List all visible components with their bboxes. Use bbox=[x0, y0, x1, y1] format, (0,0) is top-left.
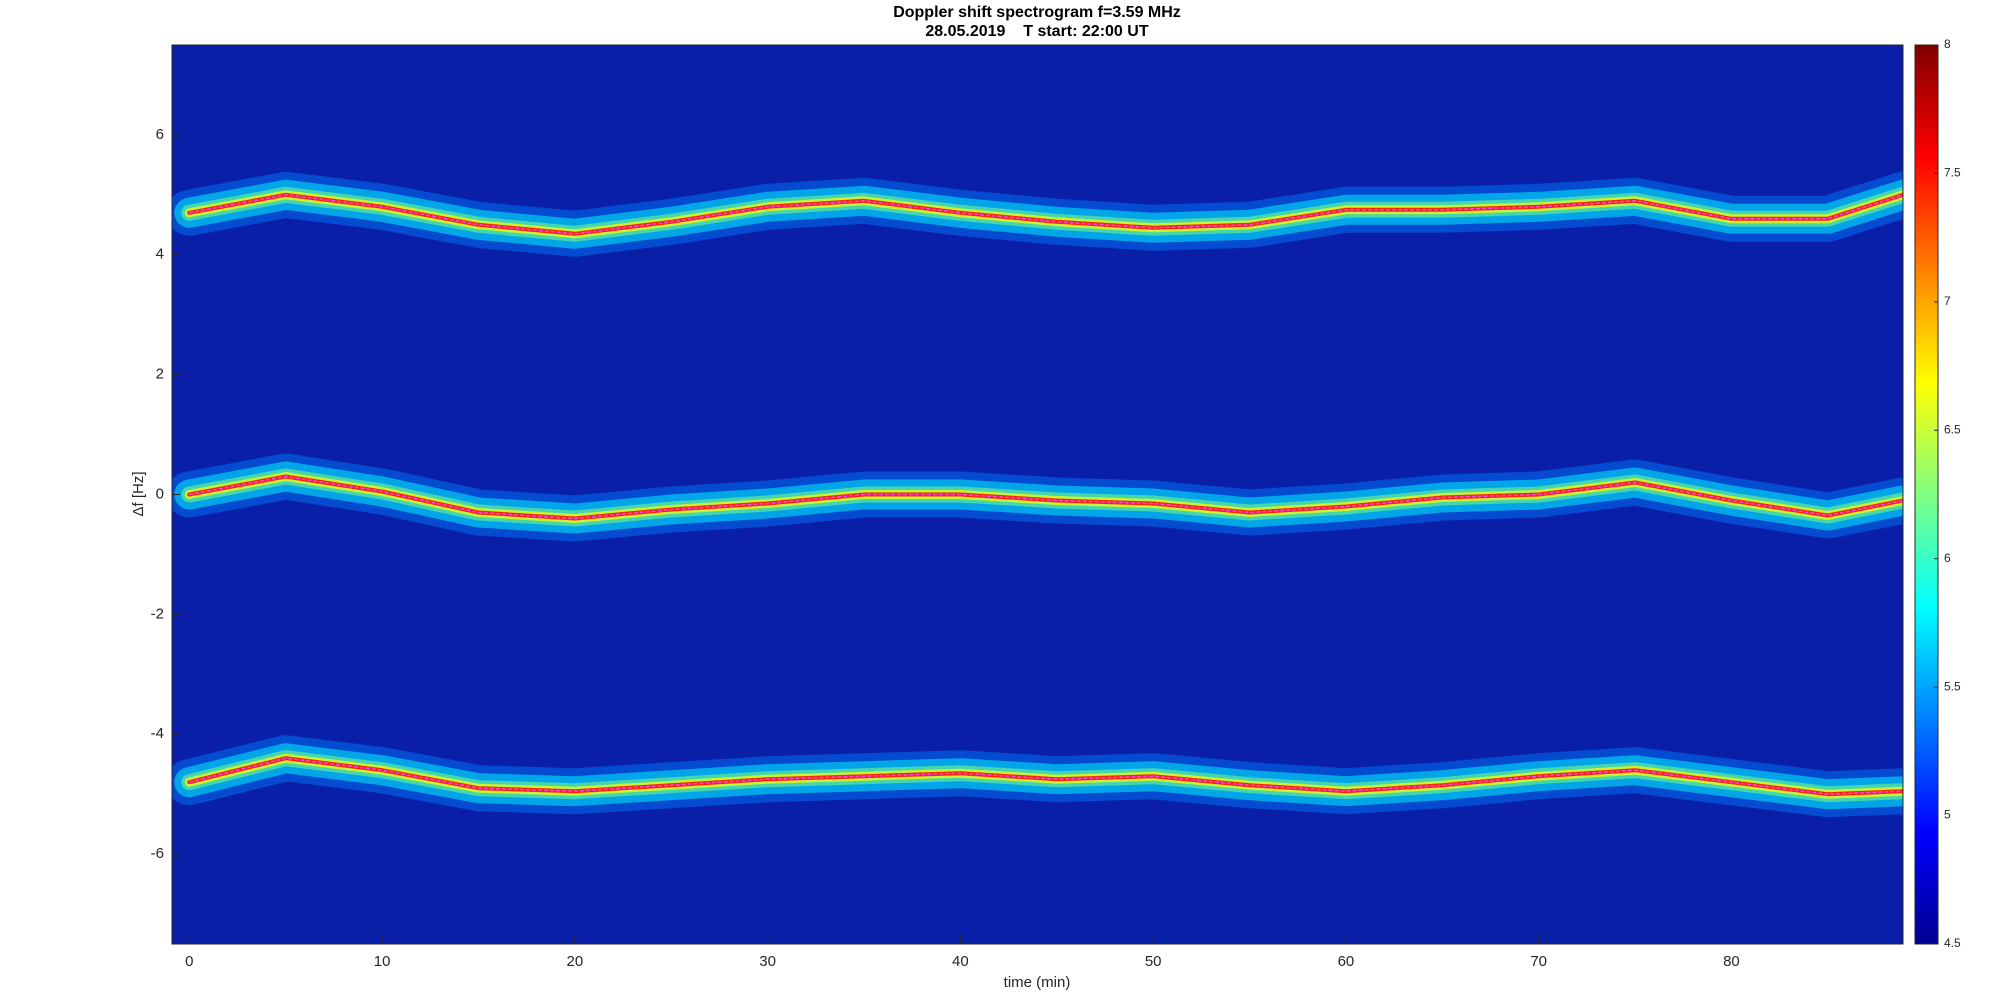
y-tick-label: -6 bbox=[151, 845, 164, 862]
x-tick-label: 60 bbox=[1338, 953, 1355, 970]
x-tick-label: 20 bbox=[567, 953, 584, 970]
y-tick-label: 2 bbox=[156, 366, 164, 383]
y-tick-label: -4 bbox=[151, 725, 164, 742]
colorbar-tick-label: 4.5 bbox=[1944, 936, 1961, 950]
x-tick-label: 10 bbox=[374, 953, 391, 970]
x-tick-label: 80 bbox=[1723, 953, 1740, 970]
x-tick-label: 40 bbox=[952, 953, 969, 970]
x-tick-label: 70 bbox=[1530, 953, 1547, 970]
colorbar-tick-label: 5.5 bbox=[1944, 679, 1961, 693]
chart-subtitle: 28.05.2019 T start: 22:00 UT bbox=[925, 23, 1148, 40]
colorbar-tick-label: 7.5 bbox=[1944, 166, 1961, 180]
colorbar bbox=[1914, 44, 1939, 945]
plot-area bbox=[172, 171, 1903, 818]
doppler-trace bbox=[189, 757, 1903, 795]
y-tick-label: -2 bbox=[151, 605, 164, 622]
chart-title: Doppler shift spectrogram f=3.59 MHz bbox=[893, 4, 1181, 21]
x-tick-label: 30 bbox=[759, 953, 776, 970]
colorbar-tick-label: 6.5 bbox=[1944, 422, 1961, 436]
x-tick-label: 50 bbox=[1145, 953, 1162, 970]
y-tick-label: 4 bbox=[156, 246, 164, 263]
colorbar-tick-label: 8 bbox=[1944, 37, 1951, 51]
colorbar-tick-label: 6 bbox=[1944, 551, 1951, 565]
y-axis-label: Δf [Hz] bbox=[130, 471, 147, 516]
doppler-trace bbox=[189, 475, 1903, 520]
doppler-trace bbox=[189, 194, 1903, 235]
plot-frame bbox=[171, 44, 1904, 945]
x-tick-label: 0 bbox=[185, 953, 193, 970]
y-tick-label: 0 bbox=[156, 485, 164, 502]
colorbar-tick-label: 5 bbox=[1944, 808, 1951, 822]
colorbar-tick-label: 7 bbox=[1944, 294, 1951, 308]
x-axis-label: time (min) bbox=[1004, 974, 1071, 991]
y-tick-label: 6 bbox=[156, 126, 164, 143]
